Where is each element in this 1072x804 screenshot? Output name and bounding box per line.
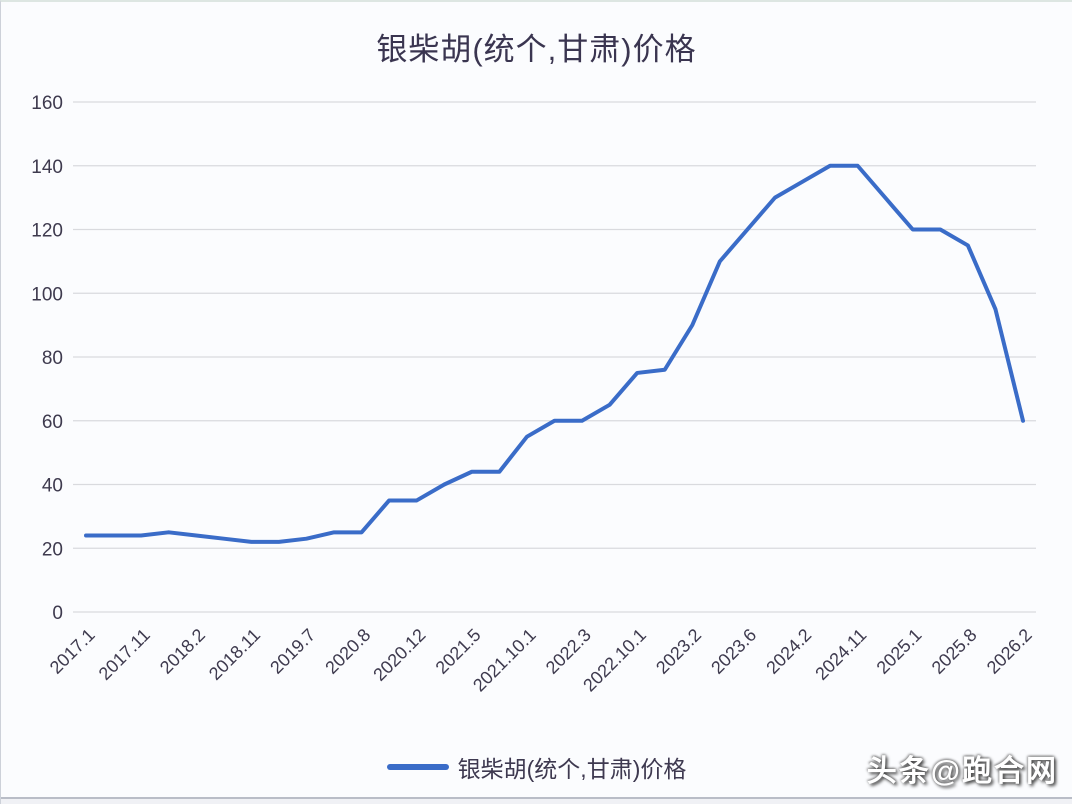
- y-axis-tick-label: 0: [52, 603, 63, 624]
- x-axis-tick-label: 2019.7: [266, 625, 319, 678]
- y-axis-tick-label: 140: [31, 157, 63, 178]
- x-axis-tick-label: 2021.5: [432, 625, 485, 678]
- x-axis-tick-label: 2018.2: [156, 625, 209, 678]
- bottom-border: [1, 797, 1072, 799]
- x-axis-tick-label: 2025.8: [928, 625, 981, 678]
- x-axis-tick-label: 2023.6: [707, 625, 760, 678]
- y-axis-tick-label: 20: [42, 539, 63, 560]
- chart-title: 银柴胡(统个,甘肃)价格: [376, 32, 697, 67]
- legend-label: 银柴胡(统个,甘肃)价格: [457, 756, 687, 782]
- x-axis-tick-label: 2017.1: [46, 625, 99, 678]
- x-axis-tick-label: 2026.2: [983, 625, 1036, 678]
- y-axis-tick-label: 60: [42, 412, 63, 433]
- x-axis-tick-label: 2018.11: [205, 625, 264, 684]
- x-axis-tick-label: 2017.11: [95, 625, 154, 684]
- x-axis-tick-label: 2022.3: [542, 625, 595, 678]
- x-axis-tick-label: 2025.1: [873, 625, 926, 678]
- y-axis-tick-label: 160: [31, 93, 63, 114]
- watermark: 头条@跑合网: [866, 755, 1058, 788]
- x-axis-tick-label: 2023.2: [652, 625, 705, 678]
- legend-line-swatch: [386, 764, 449, 770]
- legend: 银柴胡(统个,甘肃)价格: [1, 750, 1072, 784]
- price-line-chart: 0 20 40 60 80 100 120 140 160 2017.1 2017.11 2018.2…: [1, 2, 1072, 742]
- y-axis-tick-label: 100: [31, 284, 63, 305]
- y-axis-tick-label: 120: [31, 221, 63, 242]
- x-axis-tick-label: 2020.8: [321, 625, 374, 678]
- x-axis-tick-label: 2024.11: [811, 625, 870, 684]
- price-line: [84, 163, 1025, 544]
- y-axis-tick-label: 80: [42, 348, 63, 369]
- bottom-margin: [1, 799, 1072, 804]
- y-axis-tick-label: 40: [42, 476, 63, 497]
- x-axis-tick-label: 2020.12: [369, 625, 429, 685]
- x-axis-tick-label: 2024.2: [762, 625, 815, 678]
